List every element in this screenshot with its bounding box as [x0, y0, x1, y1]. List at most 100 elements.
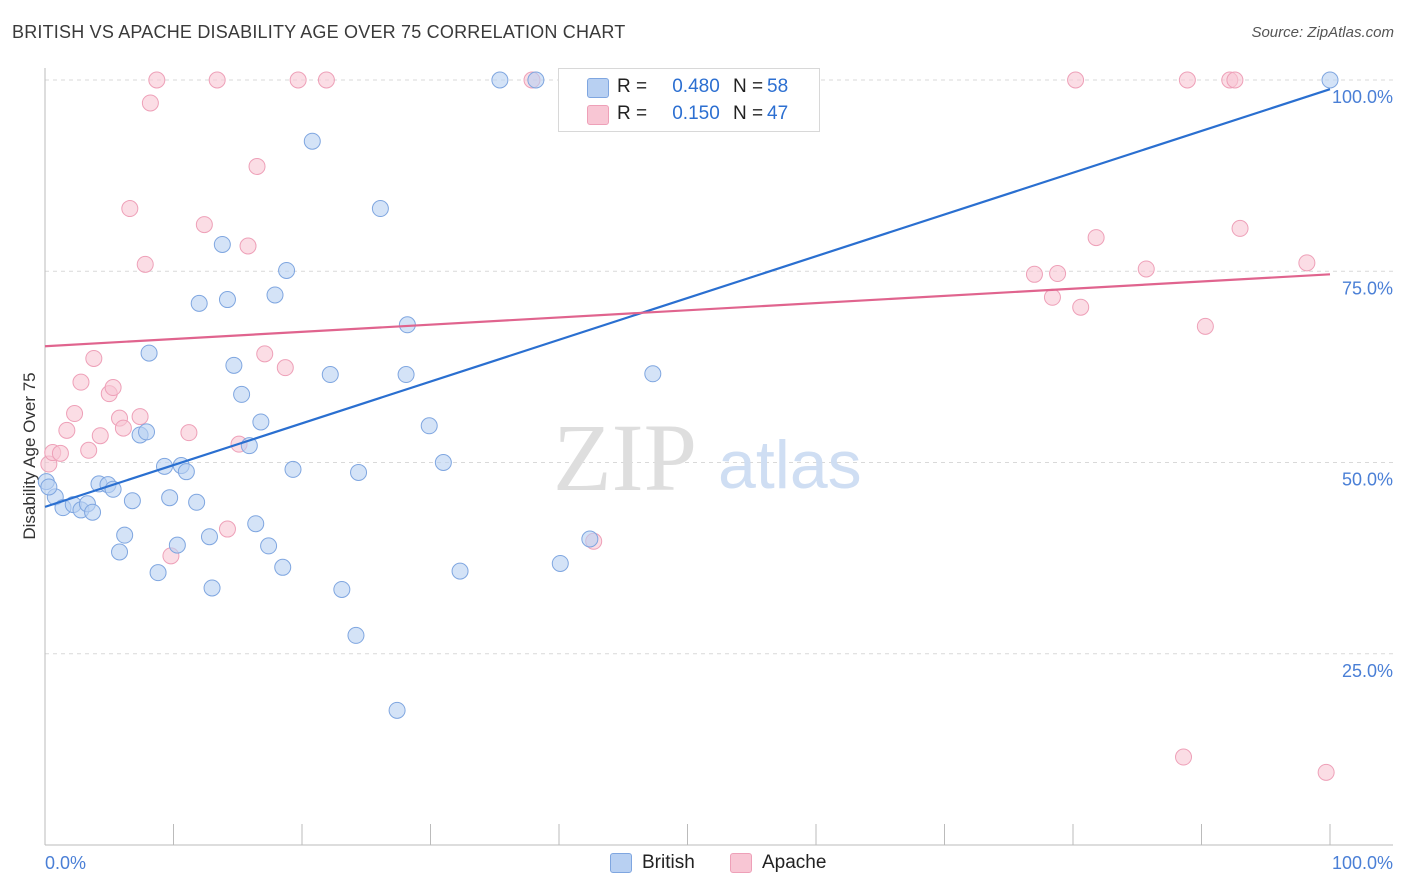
- british-point: [161, 489, 179, 507]
- british-point: [247, 515, 265, 533]
- british-point: [551, 554, 569, 572]
- apache-point: [256, 345, 274, 363]
- apache-point: [51, 444, 69, 462]
- apache-point: [1067, 71, 1085, 89]
- british-point: [278, 261, 296, 279]
- british-point: [203, 579, 221, 597]
- british-point: [190, 294, 208, 312]
- british-n-value: 58: [767, 76, 789, 97]
- british-point: [168, 536, 186, 554]
- british-point: [218, 291, 236, 309]
- apache-point: [1137, 260, 1155, 278]
- apache-point: [1317, 763, 1335, 781]
- apache-point: [1178, 71, 1196, 89]
- apache-r-value: 0.150: [672, 103, 720, 124]
- british-point: [225, 356, 243, 374]
- apache-point: [1043, 288, 1061, 306]
- british-point: [149, 564, 167, 582]
- stats-legend: R = 0.480 N = 58 R = 0.150 N = 47: [558, 68, 820, 132]
- british-r-label: R =: [617, 76, 648, 97]
- apache-point: [80, 441, 98, 459]
- apache-point: [121, 200, 139, 218]
- apache-point: [1175, 748, 1193, 766]
- british-point: [111, 543, 129, 561]
- apache-legend-label: Apache: [762, 852, 827, 873]
- y-tick-label: 100.0%: [1332, 87, 1393, 107]
- apache-point: [58, 421, 76, 439]
- british-point: [333, 580, 351, 598]
- british-point: [321, 366, 339, 384]
- apache-point: [1025, 265, 1043, 283]
- apache-point: [85, 349, 103, 367]
- apache-legend-swatch: [730, 853, 752, 873]
- apache-point: [239, 237, 257, 255]
- british-point: [252, 413, 270, 431]
- watermark-atlas: atlas: [718, 427, 862, 503]
- y-axis-label: Disability Age Over 75: [20, 372, 39, 539]
- british-point: [116, 526, 134, 544]
- british-point: [397, 366, 415, 384]
- british-point: [200, 528, 218, 546]
- british-point: [434, 454, 452, 471]
- british-point: [527, 71, 545, 89]
- apache-point: [317, 71, 335, 89]
- chart-title: BRITISH VS APACHE DISABILITY AGE OVER 75…: [12, 22, 626, 42]
- british-point: [1321, 71, 1339, 89]
- british-point: [644, 365, 662, 383]
- apache-point: [195, 216, 213, 234]
- apache-point: [180, 424, 198, 442]
- british-point: [138, 423, 156, 441]
- british-point: [123, 492, 141, 510]
- british-point: [388, 701, 406, 719]
- british-point: [213, 235, 231, 253]
- british-point: [266, 286, 284, 304]
- apache-point: [148, 71, 166, 89]
- apache-point: [1231, 219, 1249, 237]
- apache-point: [208, 71, 226, 89]
- apache-point: [1087, 229, 1105, 247]
- british-point: [303, 132, 321, 150]
- british-trend-line: [44, 88, 1331, 508]
- british-point: [188, 493, 206, 511]
- apache-point: [1298, 254, 1316, 272]
- british-point: [451, 562, 469, 580]
- british-legend-swatch: [610, 853, 632, 873]
- x-tick-label: 100.0%: [1332, 853, 1393, 873]
- apache-point: [104, 379, 122, 397]
- british-point: [581, 530, 599, 548]
- british-point: [274, 558, 292, 576]
- tick-labels: 25.0% 50.0% 75.0% 100.0% 0.0% 100.0%: [45, 87, 1393, 873]
- apache-point: [289, 71, 307, 89]
- apache-point: [1072, 298, 1090, 316]
- apache-point: [91, 427, 109, 445]
- british-swatch: [587, 78, 609, 98]
- y-tick-label: 25.0%: [1342, 661, 1393, 681]
- british-r-value: 0.480: [672, 76, 720, 97]
- apache-n-label: N =: [733, 103, 764, 124]
- apache-r-label: R =: [617, 103, 648, 124]
- apache-trend-line: [44, 273, 1331, 348]
- apache-point: [218, 520, 236, 538]
- british-point: [260, 537, 278, 555]
- apache-point: [136, 255, 154, 273]
- apache-n-value: 47: [767, 103, 789, 124]
- y-tick-label: 50.0%: [1342, 470, 1393, 490]
- british-n-label: N =: [733, 76, 764, 97]
- british-points: [37, 71, 1339, 719]
- british-point: [284, 460, 302, 478]
- british-point: [177, 463, 195, 481]
- apache-point: [66, 405, 84, 423]
- british-point: [420, 417, 438, 435]
- apache-point: [141, 94, 159, 112]
- apache-points: [40, 71, 1335, 781]
- apache-point: [1226, 71, 1244, 89]
- british-point: [40, 478, 58, 496]
- apache-point: [114, 419, 132, 437]
- x-tick-label: 0.0%: [45, 853, 86, 873]
- apache-point: [72, 373, 90, 391]
- british-point: [84, 503, 102, 521]
- british-point: [350, 463, 368, 481]
- apache-point: [276, 359, 294, 377]
- british-legend-label: British: [642, 852, 695, 873]
